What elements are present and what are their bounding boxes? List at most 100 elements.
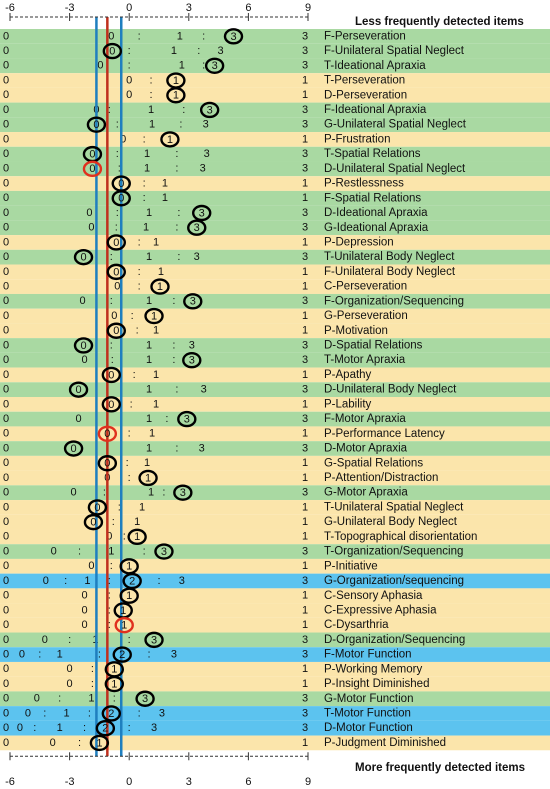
- row-label: D-Unilateral Body Neglect: [324, 384, 457, 396]
- row-label: F-Spatial Relations: [324, 192, 421, 204]
- category-token: :: [138, 236, 141, 248]
- category-token: :: [110, 560, 113, 572]
- row-label: F-Perseveration: [324, 30, 406, 42]
- category-token: :: [175, 384, 178, 396]
- category-token: :: [150, 89, 153, 101]
- row-max: 1: [302, 89, 308, 101]
- circle-label: 0: [118, 193, 124, 205]
- category-token: :: [112, 516, 115, 528]
- category-token: :: [150, 74, 153, 86]
- row-max: 1: [302, 74, 308, 86]
- row-max: 3: [302, 545, 308, 557]
- row-band: [0, 661, 550, 677]
- row-min: 0: [3, 604, 9, 616]
- category-token: 1: [148, 104, 154, 116]
- row-max: 3: [302, 487, 308, 499]
- category-token: 1: [146, 384, 152, 396]
- row-label: C-Dysarthria: [324, 619, 389, 631]
- measure-circle: [112, 646, 132, 663]
- category-token: :: [162, 487, 165, 499]
- category-token: 3: [203, 119, 209, 131]
- category-token: :: [148, 649, 151, 661]
- category-token: 0: [50, 737, 56, 749]
- circle-label: 3: [151, 634, 157, 646]
- row-min: 0: [3, 501, 9, 513]
- row-label: P-Judgment Diminished: [324, 737, 446, 749]
- x-tick-label: 0: [126, 2, 132, 14]
- circle-label: 0: [75, 384, 81, 396]
- category-token: :: [108, 590, 111, 602]
- row-min: 0: [3, 634, 9, 646]
- category-token: :: [110, 295, 113, 307]
- row-max: 3: [302, 295, 308, 307]
- category-token: :: [165, 413, 168, 425]
- category-token: 0: [126, 74, 132, 86]
- row-band: [0, 397, 550, 412]
- measure-circle: [183, 293, 203, 310]
- category-token: 1: [84, 575, 90, 587]
- row-band: [0, 426, 550, 442]
- circle-label: 1: [134, 531, 140, 543]
- category-token: :: [43, 707, 46, 719]
- row-label: G-Unilateral Body Neglect: [324, 516, 458, 528]
- category-token: :: [118, 163, 121, 175]
- circle-label: 0: [108, 399, 114, 411]
- row-max: 1: [302, 310, 308, 322]
- measure-circle: [97, 455, 118, 472]
- category-token: 1: [153, 236, 159, 248]
- measure-circle: [114, 616, 134, 634]
- measure-circle: [82, 160, 103, 178]
- category-token: :: [64, 575, 67, 587]
- row-label: G-Unilateral Spatial Neglect: [324, 119, 467, 131]
- row-max: 3: [302, 339, 308, 351]
- category-token: :: [157, 575, 160, 587]
- row-max: 1: [302, 663, 308, 675]
- category-token: :: [128, 472, 131, 484]
- category-token: 0: [120, 133, 126, 145]
- row-label: D-Organization/Sequencing: [324, 634, 465, 646]
- x-tick-label: 3: [186, 776, 192, 788]
- category-token: :: [175, 163, 178, 175]
- row-label: T-Ideational Apraxia: [324, 60, 426, 72]
- row-min: 0: [3, 663, 9, 675]
- row-band: [0, 676, 550, 692]
- category-token: 0: [17, 722, 23, 734]
- category-token: :: [88, 707, 91, 719]
- category-token: 1: [153, 325, 159, 337]
- category-token: 1: [146, 207, 152, 219]
- circle-label: 0: [93, 119, 99, 131]
- row-max: 1: [302, 737, 308, 749]
- circle-label: 1: [121, 620, 127, 632]
- circle-label: 1: [167, 134, 173, 146]
- row-label: D-Perseveration: [324, 89, 407, 101]
- row-min: 0: [3, 737, 9, 749]
- row-min: 0: [3, 575, 9, 587]
- measure-circle: [173, 484, 193, 501]
- row-band: [0, 73, 550, 88]
- category-token: :: [111, 354, 114, 366]
- category-token: 1: [88, 693, 94, 705]
- row-min: 0: [3, 310, 9, 322]
- row-label: P-Apathy: [324, 369, 372, 381]
- category-token: :: [175, 148, 178, 160]
- measure-circle: [101, 366, 122, 384]
- row-min: 0: [3, 325, 9, 337]
- row-band: [0, 264, 550, 280]
- category-token: 0: [34, 693, 40, 705]
- measure-circle: [73, 248, 94, 266]
- row-band: [0, 87, 550, 103]
- row-min: 0: [3, 545, 9, 557]
- row-min: 0: [3, 472, 9, 484]
- measure-circle: [223, 28, 244, 45]
- measure-circle: [177, 410, 197, 428]
- circle-label: 0: [80, 252, 86, 264]
- category-token: 0: [43, 575, 49, 587]
- row-band: [0, 176, 550, 191]
- category-token: :: [113, 693, 116, 705]
- category-token: :: [123, 531, 126, 543]
- category-token: 3: [159, 707, 165, 719]
- circle-label: 1: [111, 678, 117, 690]
- row-band: [0, 558, 550, 574]
